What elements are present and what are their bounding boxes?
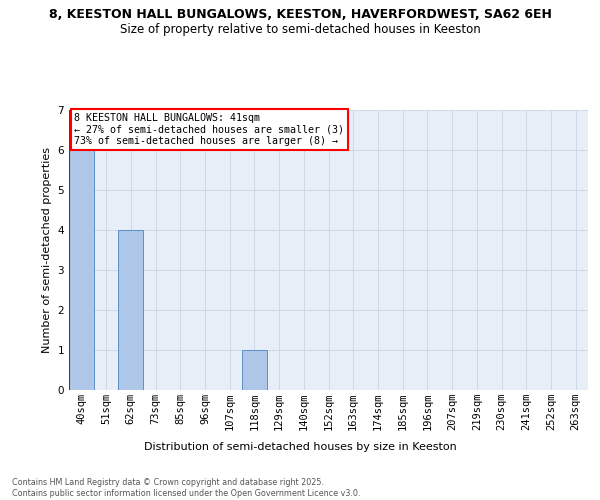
Text: Distribution of semi-detached houses by size in Keeston: Distribution of semi-detached houses by … bbox=[143, 442, 457, 452]
Y-axis label: Number of semi-detached properties: Number of semi-detached properties bbox=[42, 147, 52, 353]
Bar bbox=[69, 150, 94, 390]
Text: 8, KEESTON HALL BUNGALOWS, KEESTON, HAVERFORDWEST, SA62 6EH: 8, KEESTON HALL BUNGALOWS, KEESTON, HAVE… bbox=[49, 8, 551, 20]
Text: Size of property relative to semi-detached houses in Keeston: Size of property relative to semi-detach… bbox=[119, 22, 481, 36]
Bar bbox=[242, 350, 267, 390]
Text: Contains HM Land Registry data © Crown copyright and database right 2025.
Contai: Contains HM Land Registry data © Crown c… bbox=[12, 478, 361, 498]
Text: 8 KEESTON HALL BUNGALOWS: 41sqm
← 27% of semi-detached houses are smaller (3)
73: 8 KEESTON HALL BUNGALOWS: 41sqm ← 27% of… bbox=[74, 113, 344, 146]
Bar bbox=[118, 230, 143, 390]
